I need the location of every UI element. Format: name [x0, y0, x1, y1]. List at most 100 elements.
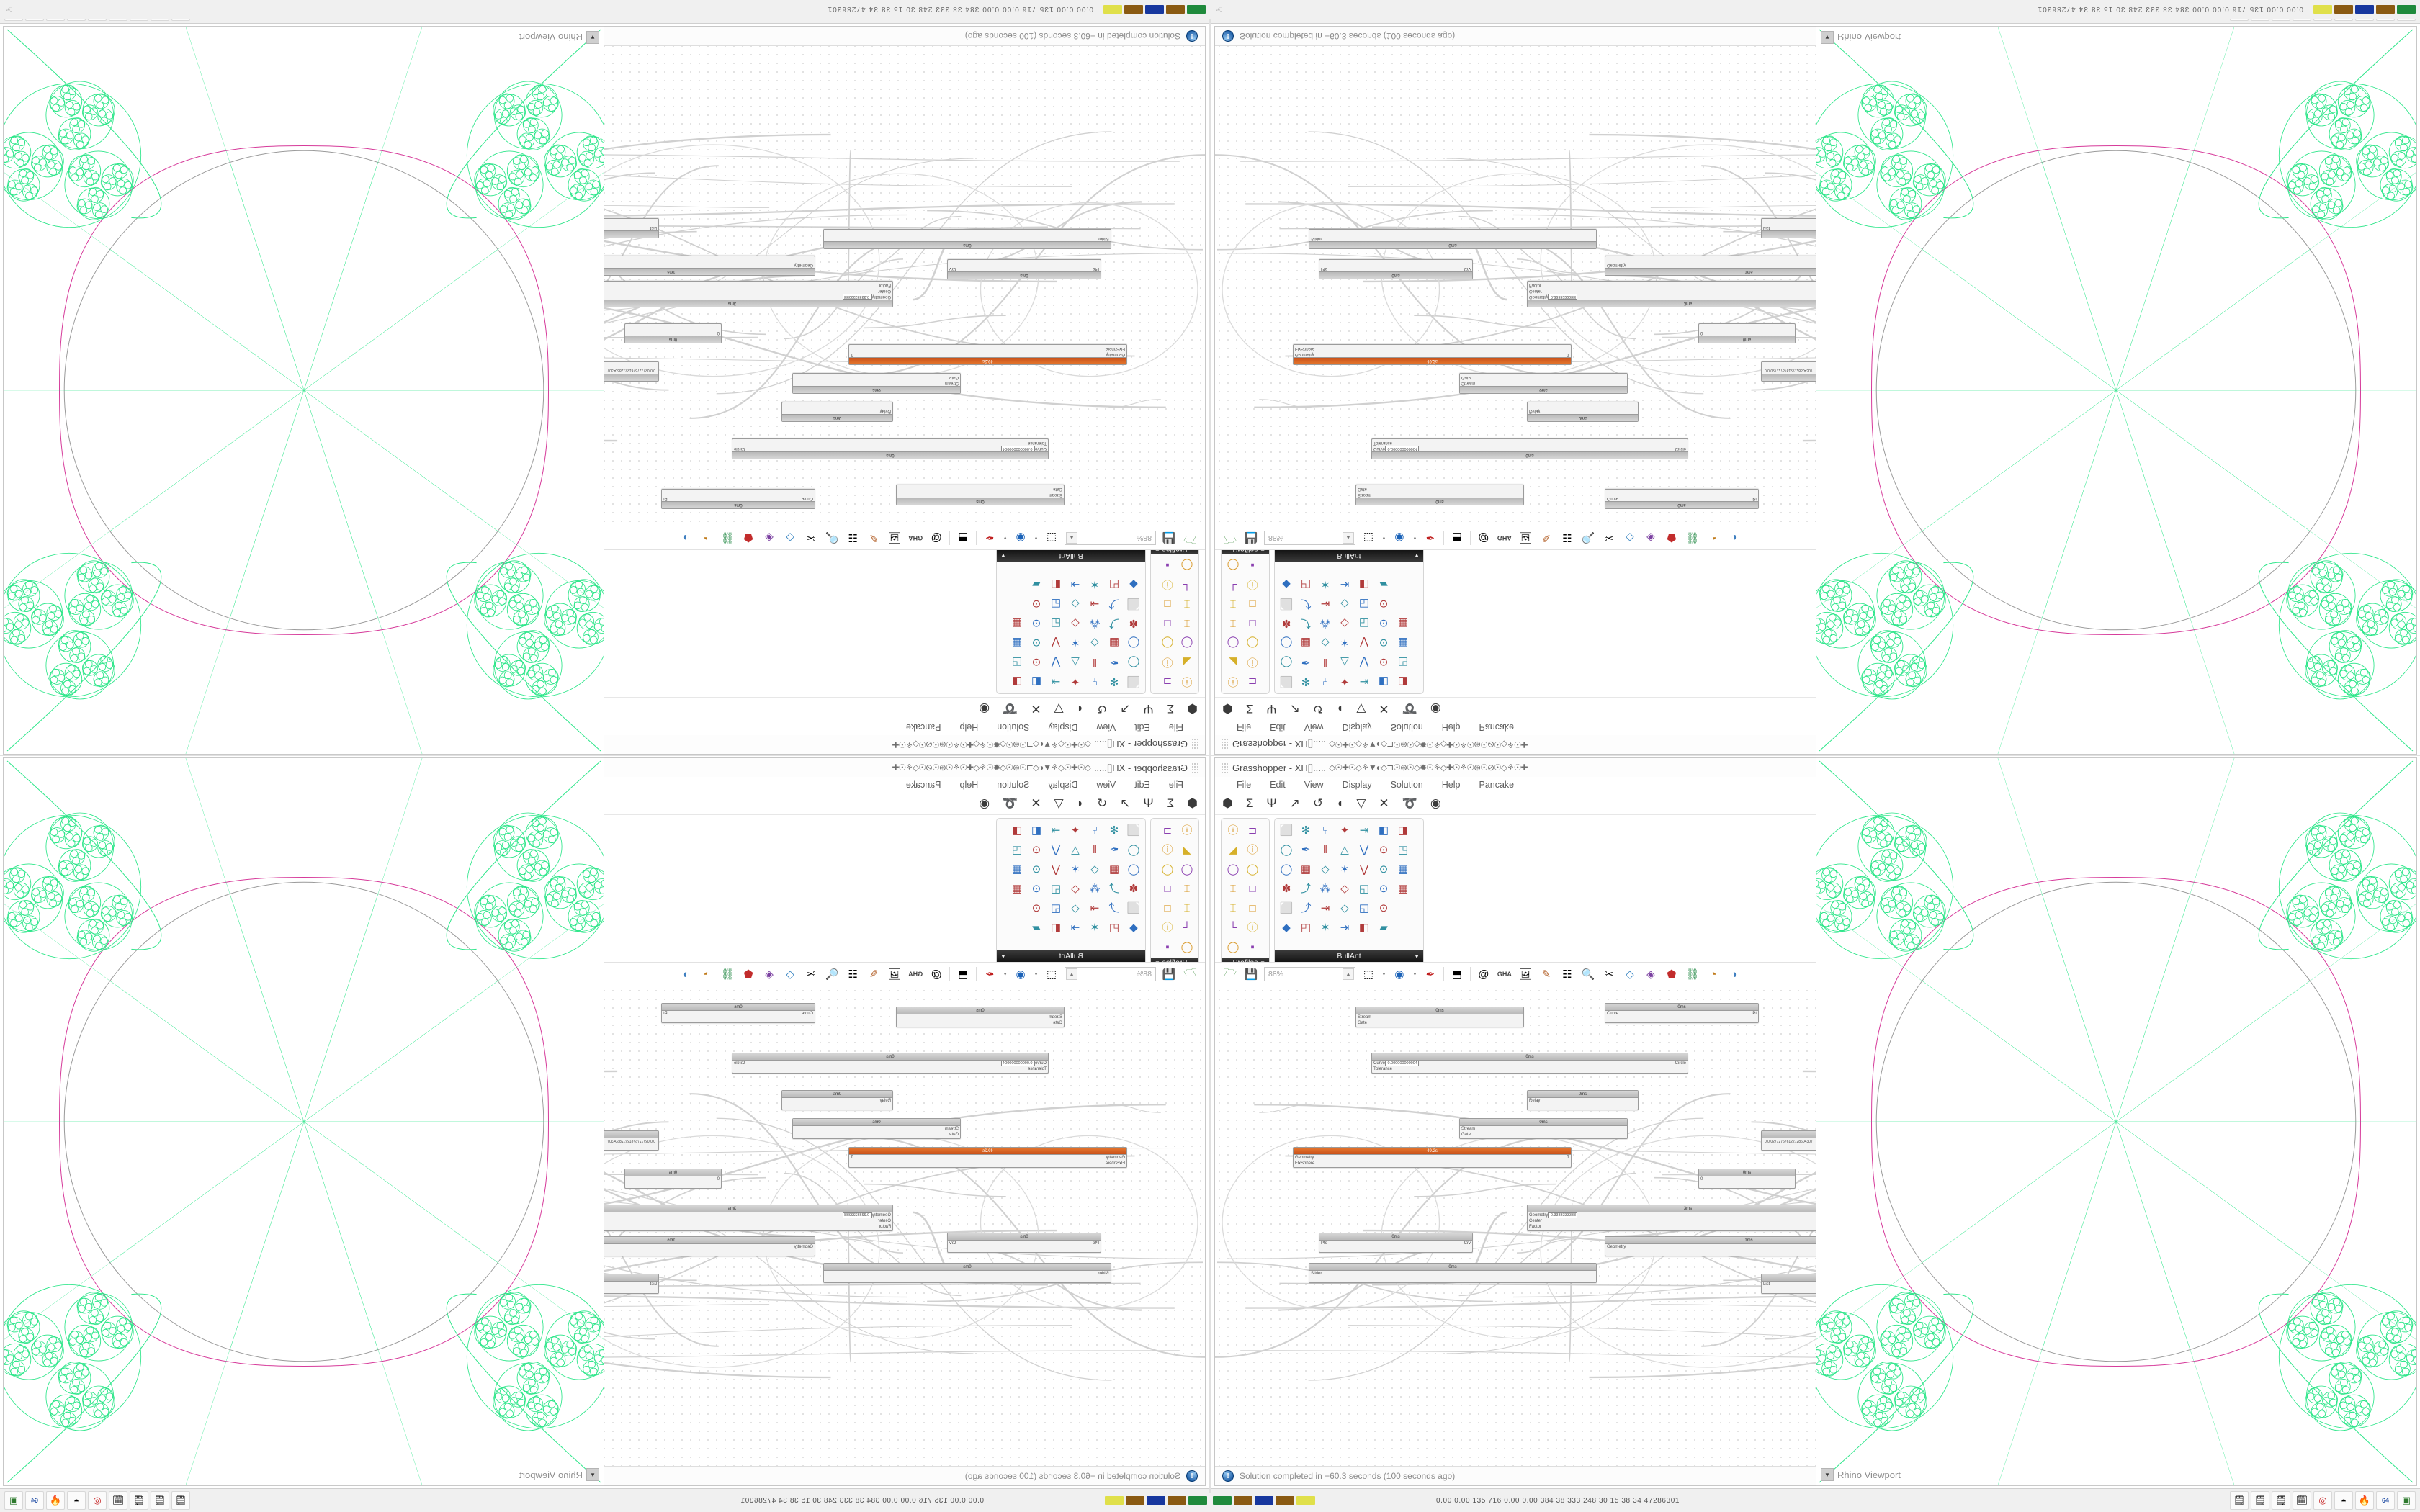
ribbon-component-icon[interactable]: ⊐ [1162, 824, 1173, 837]
ribbon-component-icon[interactable]: ◱ [1358, 617, 1370, 630]
ribbon-panel-bullant[interactable]: ⬜ ✻ ⑂ ✦ ⇥ ◧ ◨ ◯ ✒ ‖ △ ⋁ ⊙ ◳ ◯ ▦ ◇ ✶ ⋁ ⊙ ▦ ✽ ⤴ ⁂ ◇ ◱ ⊙ ▦ ⬜ ⤴ ⇥ ◇ ◱ ⊙ ◆ ◰ ✶ ⇥ ◧ ▰… [1274, 550, 1424, 694]
input-param[interactable]: Gate [949, 1133, 959, 1137]
gh-component-n4[interactable]: 0ms Curve 0.000000000004 Tolerance Circle [732, 1053, 1049, 1074]
sets-icon[interactable]: Ψ [1266, 796, 1277, 810]
params-icon[interactable]: ⬢ [1222, 702, 1233, 716]
widget-icon[interactable]: ◈ [765, 531, 774, 544]
ribbon-panel-profiles[interactable]: ⓘ ⊐ ◢ ⓘ ◯ ◯ ⌶ □ ⌶ □ └ ⓘ ◯ ▪ Profiles▼ [1150, 550, 1199, 694]
component-inputs[interactable]: Geometry FlxSphere [1106, 1156, 1125, 1166]
ribbon-component-icon[interactable]: ✶ [1070, 863, 1080, 876]
editor-icon[interactable]: 🗒 [151, 1491, 169, 1510]
bake-icon[interactable]: ✒ [1425, 531, 1435, 544]
viewport-label[interactable]: ▼ Rhino Viewport [1821, 31, 1901, 44]
ribbon-panel-bullant[interactable]: ⬜ ✻ ⑂ ✦ ⇥ ◧ ◨ ◯ ✒ ‖ △ ⋁ ⊙ ◳ ◯ ▦ ◇ ✶ ⋁ ⊙ ▦ ✽ ⤴ ⁂ ◇ ◱ ⊙ ▦ ⬜ ⤴ ⇥ ◇ ◱ ⊙ ◆ ◰ ✶ ⇥ ◧ ▰… [1274, 818, 1424, 962]
ribbon-component-icon[interactable]: ◯ [1127, 863, 1140, 876]
intersect-icon[interactable]: ✕ [1031, 796, 1041, 810]
gh-component-n1[interactable]: 0ms Stream Gate [1355, 1007, 1524, 1027]
zoom-level-input[interactable]: 88% ▲ [1264, 967, 1355, 981]
widget-icon[interactable]: ◈ [1646, 968, 1655, 981]
ribbon-component-icon[interactable]: ◯ [1127, 843, 1140, 856]
ribbon-component-icon[interactable]: └ [1229, 578, 1237, 591]
ribbon-component-icon[interactable]: ⊐ [1247, 675, 1258, 688]
ribbon-component-icon[interactable]: ✻ [1109, 824, 1119, 837]
ribbon-component-icon[interactable]: ⊐ [1247, 824, 1258, 837]
transform-icon[interactable]: ➰ [1402, 702, 1417, 716]
ribbon-component-icon[interactable]: ⤴ [1108, 882, 1120, 895]
viewport-menu-icon[interactable]: ▼ [1821, 1468, 1834, 1481]
ribbon-component-icon[interactable]: ◇ [1340, 882, 1349, 895]
output-param[interactable]: T [1567, 352, 1569, 356]
zoom-extents-icon[interactable]: ⬚ [1046, 531, 1057, 544]
component-inputs[interactable]: 0 [717, 1177, 720, 1187]
ribbon-component-icon[interactable]: ▦ [1108, 863, 1120, 876]
menu-item-display[interactable]: Display [1048, 780, 1078, 790]
ribbon-component-icon[interactable]: ⓘ [1247, 843, 1258, 856]
input-param[interactable]: Slider [1311, 1272, 1322, 1276]
params-icon[interactable]: ⬢ [1187, 702, 1198, 716]
ribbon-component-icon[interactable]: ◆ [1282, 921, 1291, 934]
component-inputs[interactable]: Geometry 0.3333333333 Center Factor [1529, 282, 1578, 300]
param-value[interactable]: 0.3333333333 [1548, 294, 1578, 300]
ribbon-component-icon[interactable]: ◢ [1229, 843, 1237, 856]
ribbon-component-icon[interactable]: ⊙ [1379, 901, 1389, 914]
menu-item-view[interactable]: View [1096, 722, 1116, 732]
input-param[interactable]: Factor [1529, 283, 1542, 287]
component-inputs[interactable]: Geometry FlxSphere [1295, 1156, 1314, 1166]
zoom-extents-dropdown-icon[interactable]: ▼ [1034, 971, 1039, 977]
gh-component-n10[interactable]: 0ms 0 [1698, 1169, 1796, 1189]
ribbon-component-icon[interactable]: ◢ [1229, 656, 1237, 669]
ribbon-component-icon[interactable]: ⓘ [1162, 843, 1173, 856]
ribbon-component-icon[interactable]: ⊙ [1031, 901, 1041, 914]
component-outputs[interactable]: Pt [663, 1012, 668, 1022]
param-value[interactable]: 0.000000000004 [1001, 446, 1035, 451]
gh-component-n10[interactable]: 0ms 0 [624, 323, 722, 343]
ribbon-component-icon[interactable]: ⬜ [1279, 598, 1294, 611]
param-value[interactable]: 0.3333333333 [1548, 1212, 1578, 1218]
ribbon-component-icon[interactable]: ◇ [1321, 636, 1330, 649]
gh-component-n1[interactable]: 0ms Stream Gate [1355, 485, 1524, 505]
ribbon-component-icon[interactable]: ◆ [1129, 921, 1138, 934]
ribbon-component-icon[interactable]: □ [1249, 617, 1256, 630]
ribbon-component-icon[interactable]: ⓘ [1162, 656, 1173, 669]
surface-icon[interactable]: ◖ [1336, 796, 1344, 810]
ribbon-component-icon[interactable]: ⑂ [1091, 675, 1098, 688]
ribbon-component-icon[interactable]: ⬜ [1126, 824, 1141, 837]
component-inputs[interactable]: List [1763, 1282, 1770, 1292]
ribbon-component-icon[interactable]: ⌶ [1229, 617, 1237, 630]
zoom-extents-icon[interactable]: ⬚ [1046, 968, 1057, 981]
output-param[interactable]: Pt [663, 496, 668, 500]
menu-item-solution[interactable]: Solution [997, 722, 1030, 732]
component-inputs[interactable]: Stream Gate [1461, 374, 1475, 385]
input-param[interactable]: Tolerance [1027, 441, 1047, 445]
ribbon-component-icon[interactable]: ⊐ [1162, 675, 1173, 688]
ribbon-component-icon[interactable]: ✦ [1340, 824, 1350, 837]
ribbon-component-icon[interactable]: ✒ [1301, 843, 1311, 856]
param-value[interactable]: 0.000000000004 [1385, 1061, 1419, 1066]
ribbon-component-icon[interactable]: □ [1249, 901, 1256, 914]
ribbon-panel-expand-icon[interactable]: ▼ [1000, 552, 1006, 559]
component-outputs[interactable]: T [851, 346, 853, 356]
ribbon-component-icon[interactable]: ◰ [1300, 578, 1312, 591]
component-outputs[interactable]: Circle [734, 440, 745, 451]
input-param[interactable]: Factor [878, 283, 891, 287]
maths-icon[interactable]: Σ [1166, 702, 1175, 716]
ribbon-component-icon[interactable]: ◳ [1397, 843, 1409, 856]
param-value[interactable]: 0.000000000004 [1385, 446, 1419, 451]
input-param[interactable]: List [1763, 225, 1770, 230]
gem-icon[interactable]: ⬟ [743, 968, 753, 981]
zoom-extents-icon[interactable]: ⬚ [1363, 968, 1374, 981]
ribbon-component-icon[interactable]: ◨ [1397, 675, 1409, 688]
cluster-icon[interactable]: ⬒ [1451, 531, 1462, 544]
screenshot-icon[interactable]: 🖼 [1518, 531, 1533, 544]
input-param[interactable]: Curve 0.000000000004 [1373, 1061, 1419, 1066]
gh-component-n6[interactable]: 0ms Relay [781, 402, 893, 422]
ribbon-icon-grid[interactable]: ⓘ ⊐ ◢ ⓘ ◯ ◯ ⌶ □ ⌶ □ └ ⓘ ◯ ▪ [1151, 819, 1198, 958]
zoom-extents-icon[interactable]: ⬚ [1363, 531, 1374, 544]
named-view-icon[interactable]: 🔍 [825, 968, 839, 981]
ribbon-component-icon[interactable]: ⤴ [1300, 598, 1312, 611]
menu-item-file[interactable]: File [1237, 780, 1252, 790]
component-inputs[interactable]: Stream Gate [945, 1127, 959, 1138]
ribbon-component-icon[interactable]: ▦ [1300, 863, 1312, 876]
ribbon-component-icon[interactable]: ◰ [1300, 921, 1312, 934]
ribbon-component-icon[interactable]: ▦ [1300, 636, 1312, 649]
